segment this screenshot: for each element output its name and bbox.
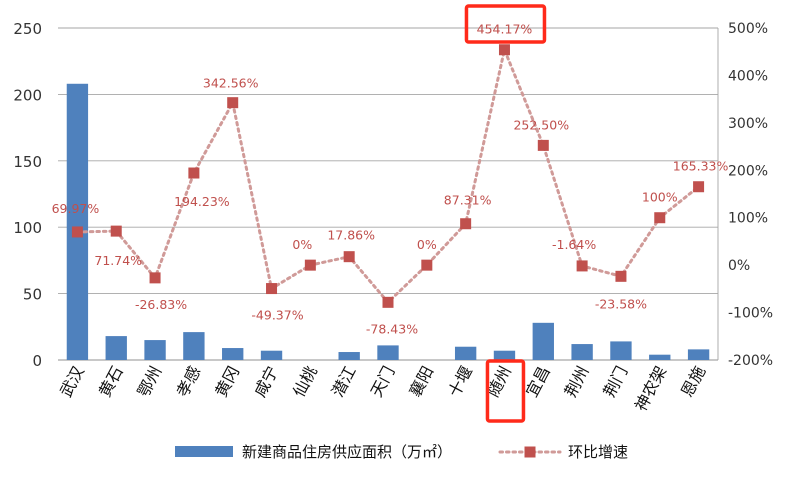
right-tick-label: 200% xyxy=(728,163,768,179)
data-label: 165.33% xyxy=(673,159,729,174)
bar xyxy=(183,332,205,360)
line-marker xyxy=(460,218,472,230)
line-marker xyxy=(615,270,627,282)
line-marker xyxy=(266,283,278,295)
data-label: 87.31% xyxy=(444,193,492,208)
line-marker xyxy=(71,226,83,238)
left-tick-label: 100 xyxy=(13,219,42,237)
data-label: 342.56% xyxy=(203,76,259,91)
line-marker xyxy=(110,225,122,237)
bar xyxy=(222,348,244,360)
line-marker xyxy=(654,212,666,224)
category-label: 咸宁 xyxy=(250,363,282,400)
category-label: 荆州 xyxy=(561,363,593,400)
data-label: 100% xyxy=(642,190,678,205)
right-tick-label: 300% xyxy=(728,116,768,132)
data-label: 71.74% xyxy=(94,253,142,268)
category-label: 十堰 xyxy=(444,363,476,400)
data-label: -49.37% xyxy=(251,308,303,323)
line-marker xyxy=(343,251,355,263)
right-axis-ticks: -200% -100% 0% 100% 200% 300% 400% 500% xyxy=(728,21,773,369)
data-label: 454.17% xyxy=(477,22,533,37)
category-label: 鄂州 xyxy=(134,363,166,400)
category-label: 荆门 xyxy=(600,363,632,400)
left-tick-label: 0 xyxy=(32,352,42,370)
legend-bar-swatch xyxy=(175,446,233,457)
bar-series xyxy=(66,83,710,360)
right-tick-label: -100% xyxy=(728,306,773,322)
category-label: 孝感 xyxy=(173,363,205,400)
bar xyxy=(532,322,554,360)
left-tick-label: 250 xyxy=(13,20,42,38)
category-label: 宜昌 xyxy=(522,363,554,400)
line-marker xyxy=(149,272,161,284)
bar xyxy=(338,352,360,360)
bar xyxy=(687,349,710,360)
legend-bar-label: 新建商品住房供应面积（万㎡） xyxy=(242,443,452,461)
bar xyxy=(571,344,593,360)
right-tick-label: -200% xyxy=(728,353,773,369)
line-marker xyxy=(576,260,588,272)
category-label: 黄冈 xyxy=(211,363,243,400)
bar xyxy=(454,346,477,360)
category-label: 武汉 xyxy=(56,363,88,400)
data-label: -23.58% xyxy=(595,296,647,311)
data-label: 0% xyxy=(292,237,312,252)
data-label: 252.50% xyxy=(513,117,569,132)
bar xyxy=(377,345,399,360)
bar xyxy=(260,350,283,360)
data-label: -78.43% xyxy=(366,321,418,336)
line-marker xyxy=(537,139,549,151)
line-marker xyxy=(498,44,510,56)
line-marker xyxy=(382,296,394,308)
data-label: 17.86% xyxy=(327,228,375,243)
legend-line-label: 环比增速 xyxy=(568,443,628,461)
data-label: -1.64% xyxy=(552,237,596,252)
left-tick-label: 50 xyxy=(23,286,42,304)
bar xyxy=(144,340,166,360)
line-series: 69.97% 71.74% -26.83% 194.23% 342.56% -49.37%… xyxy=(52,22,729,337)
data-label: 0% xyxy=(417,237,437,252)
bar xyxy=(66,83,89,360)
category-label: 恩施 xyxy=(677,363,709,400)
line-marker xyxy=(693,181,705,193)
right-tick-label: 500% xyxy=(728,21,768,37)
bar xyxy=(493,350,516,360)
category-label: 天门 xyxy=(367,363,399,400)
legend-line-marker xyxy=(524,446,536,458)
category-label: 襄阳 xyxy=(406,363,438,400)
category-label: 仙桃 xyxy=(289,363,321,400)
line-marker xyxy=(304,259,316,271)
bar xyxy=(610,341,632,360)
line-marker xyxy=(227,97,239,109)
line-marker xyxy=(421,259,433,271)
data-label: 69.97% xyxy=(52,201,100,216)
peak-highlight-box xyxy=(464,4,547,44)
data-label: -26.83% xyxy=(135,297,187,312)
legend: 新建商品住房供应面积（万㎡） 环比增速 xyxy=(175,443,628,461)
category-label: 潜江 xyxy=(328,363,360,400)
data-label: 194.23% xyxy=(174,194,230,209)
right-tick-label: 0% xyxy=(728,258,750,274)
line-path xyxy=(75,44,701,305)
left-tick-label: 150 xyxy=(13,153,42,171)
left-axis-ticks: 0 50 100 150 200 250 xyxy=(13,20,42,370)
right-tick-label: 400% xyxy=(728,68,768,84)
category-label: 黄石 xyxy=(95,363,127,400)
line-marker xyxy=(188,167,200,179)
right-tick-label: 100% xyxy=(728,211,768,227)
highlight-boxes xyxy=(464,4,547,423)
category-labels: 武汉 黄石 鄂州 孝感 黄冈 咸宁 仙桃 潜江 天门 襄阳 十堰 随州 宜昌 荆州 荆门 神农架 恩施 xyxy=(56,363,709,414)
bar xyxy=(649,354,671,360)
category-highlight-box xyxy=(485,359,526,423)
gridlines xyxy=(58,27,719,361)
left-tick-label: 200 xyxy=(13,86,42,104)
bar xyxy=(105,336,127,360)
category-label: 神农架 xyxy=(631,363,670,414)
